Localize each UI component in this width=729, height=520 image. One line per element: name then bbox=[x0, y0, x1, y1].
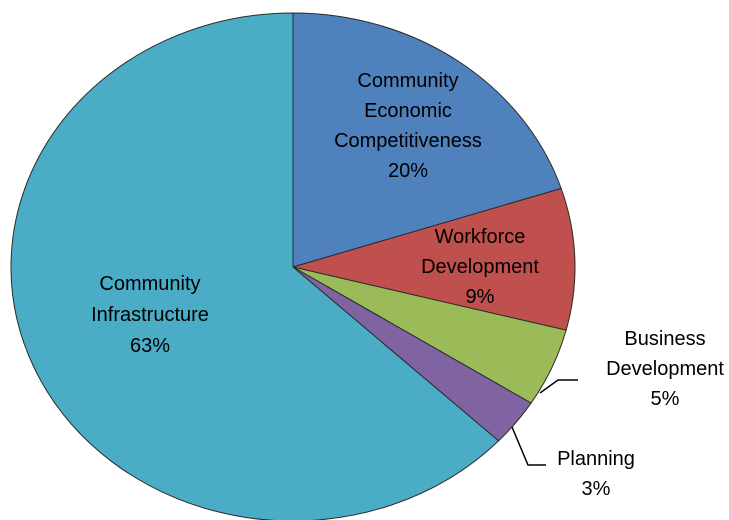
data-label-community-infrastructure: Community Infrastructure 63% bbox=[91, 273, 209, 357]
data-label-planning: Planning 3% bbox=[557, 448, 635, 500]
leader-line-business-development bbox=[539, 379, 578, 394]
pie-slice-community-economic-competitiveness bbox=[292, 12, 562, 268]
category-label-line: Competitiveness bbox=[334, 130, 482, 152]
category-label-line: Business bbox=[624, 328, 705, 350]
category-label-line: Community bbox=[99, 273, 200, 295]
pie-slices bbox=[10, 12, 576, 520]
value-label: 9% bbox=[466, 286, 495, 308]
data-label-workforce-development: Workforce Development 9% bbox=[421, 226, 539, 308]
category-label-line: Development bbox=[606, 358, 724, 380]
pie-slice-community-infrastructure bbox=[10, 12, 500, 520]
leader-line-planning bbox=[511, 426, 546, 466]
pie-slice-workforce-development bbox=[291, 187, 576, 331]
category-label-line: Planning bbox=[557, 448, 635, 470]
category-label-line: Economic bbox=[364, 100, 452, 122]
data-label-business-development: Business Development 5% bbox=[606, 328, 724, 410]
data-label-community-economic-competitiveness: Community Economic Competitiveness 20% bbox=[334, 70, 482, 182]
category-label-line: Infrastructure bbox=[91, 304, 209, 326]
category-label-line: Development bbox=[421, 256, 539, 278]
value-label: 3% bbox=[582, 478, 611, 500]
category-label-line: Community bbox=[357, 70, 458, 92]
category-label-line: Workforce bbox=[435, 226, 526, 248]
value-label: 5% bbox=[651, 388, 680, 410]
value-label: 20% bbox=[388, 160, 428, 182]
value-label: 63% bbox=[130, 335, 170, 357]
